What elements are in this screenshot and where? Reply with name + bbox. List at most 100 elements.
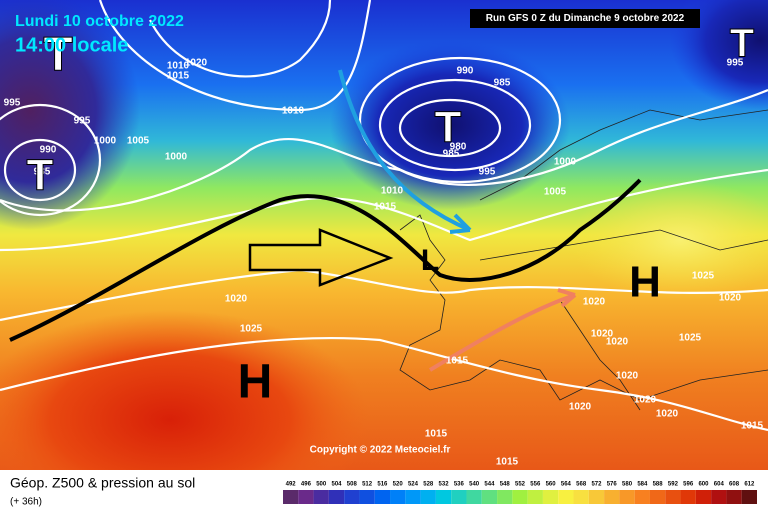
isobar-label: 1015 [496, 457, 519, 468]
forecast-time: 14:00 locale [15, 34, 128, 56]
scale-swatch [527, 490, 543, 504]
scale-swatch [604, 490, 620, 504]
scale-swatch [619, 490, 635, 504]
isobar-label: 1020 [606, 337, 629, 348]
scale-label: 492 [286, 482, 297, 488]
legend-subtitle: (+ 36h) [10, 497, 42, 508]
scale-label: 512 [362, 482, 373, 488]
scale-label: 556 [530, 482, 541, 488]
pressure-symbol: T [435, 103, 462, 152]
isobar-label: 985 [34, 167, 51, 178]
scale-swatch [390, 490, 406, 504]
isobar-label: 1000 [94, 136, 117, 147]
isobar-label: 1020 [225, 294, 248, 305]
isobar-label: 1020 [591, 329, 614, 340]
copyright: Copyright © 2022 Meteociel.fr [310, 445, 451, 456]
scale-label: 604 [714, 482, 725, 488]
isobar-label: 1025 [692, 271, 715, 282]
isobar-label: 990 [457, 66, 474, 77]
scale-swatch [741, 490, 757, 504]
isobar-label: 995 [74, 116, 91, 127]
scale-swatch [665, 490, 681, 504]
run-info: Run GFS 0 Z du Dimanche 9 octobre 2022 [486, 13, 685, 24]
scale-swatch [466, 490, 482, 504]
isobar-label: 995 [4, 98, 21, 109]
scale-label: 504 [332, 482, 343, 488]
isobar-label: 985 [443, 149, 460, 160]
scale-label: 528 [423, 482, 434, 488]
scale-label: 560 [546, 482, 557, 488]
isobar-label: 1010 [167, 61, 190, 72]
scale-label: 524 [408, 482, 419, 488]
isobar-label: 1020 [185, 58, 208, 69]
scale-swatch [283, 490, 299, 504]
pressure-symbol: T [27, 151, 54, 200]
scale-swatch [420, 490, 436, 504]
scale-swatch [573, 490, 589, 504]
scale-swatch [435, 490, 452, 504]
scale-swatch [481, 490, 498, 504]
scale-swatch [726, 490, 742, 504]
scale-label: 588 [653, 482, 664, 488]
scale-swatch [298, 490, 314, 504]
isobar-label: 1020 [569, 402, 592, 413]
scale-label: 544 [484, 482, 495, 488]
scale-swatch [374, 490, 391, 504]
scale-swatch [344, 490, 360, 504]
isobar-label: 990 [40, 145, 57, 156]
scale-swatch [695, 490, 712, 504]
isobar-label: 1020 [583, 297, 606, 308]
scale-swatch [634, 490, 650, 504]
isobar-label: 980 [450, 142, 467, 153]
run-box [470, 9, 700, 28]
isobar-label: 1020 [634, 395, 657, 406]
scale-label: 584 [637, 482, 648, 488]
forecast-date: Lundi 10 octobre 2022 [15, 13, 184, 30]
scale-label: 496 [301, 482, 312, 488]
scale-label: 536 [454, 482, 465, 488]
scale-label: 592 [668, 482, 679, 488]
scale-label: 580 [622, 482, 633, 488]
scale-swatch [359, 490, 375, 504]
pressure-symbol: T [730, 22, 754, 66]
scale-label: 520 [393, 482, 404, 488]
scale-label: 516 [377, 482, 388, 488]
scale-swatch [542, 490, 559, 504]
isobar-label: 1010 [381, 186, 404, 197]
isobar-label: 1015 [741, 421, 764, 432]
isobar-label: 1015 [374, 202, 397, 213]
scale-label: 568 [576, 482, 587, 488]
isobar-label: 1020 [616, 371, 639, 382]
scale-swatch [497, 490, 513, 504]
scale-swatch [328, 490, 345, 504]
scale-swatch [558, 490, 574, 504]
pressure-symbol: T [43, 29, 72, 82]
isobar-label: 995 [479, 167, 496, 178]
scale-swatch [512, 490, 528, 504]
isobar-label: 1015 [446, 356, 469, 367]
isobar-label: 1010 [282, 106, 305, 117]
scale-swatch [680, 490, 696, 504]
flow-annotations [9, 69, 642, 372]
isobar-label: 1000 [554, 157, 577, 168]
isobar-label: 1025 [679, 333, 702, 344]
isobar-label: 985 [494, 78, 511, 89]
scale-label: 540 [469, 482, 480, 488]
scale-swatch [649, 490, 666, 504]
pressure-symbol: H [238, 356, 273, 409]
isobars [0, 0, 768, 430]
pressure-symbols: T T T T H H L [26, 21, 755, 409]
color-scale: 492 496 500 504 508 512 516 520 524 528 532 536 540 5… [283, 482, 757, 504]
scale-label: 600 [698, 482, 709, 488]
isobar-label: 1025 [240, 324, 263, 335]
isobar-label: 1005 [127, 136, 150, 147]
scale-label: 608 [729, 482, 740, 488]
isobar-label: 1020 [656, 409, 679, 420]
scale-swatch [313, 490, 329, 504]
isobar-label: 1005 [544, 187, 567, 198]
scale-label: 548 [500, 482, 511, 488]
scale-label: 564 [561, 482, 572, 488]
scale-label: 572 [591, 482, 602, 488]
